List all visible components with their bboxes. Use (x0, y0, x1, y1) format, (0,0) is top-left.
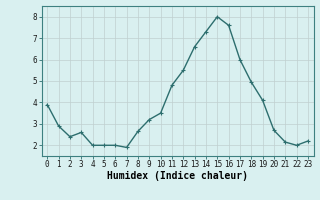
X-axis label: Humidex (Indice chaleur): Humidex (Indice chaleur) (107, 171, 248, 181)
